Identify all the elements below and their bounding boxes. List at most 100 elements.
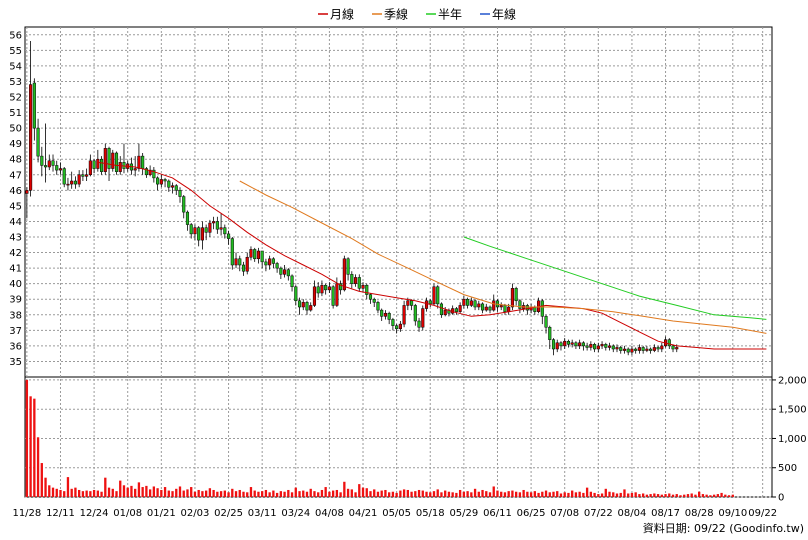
candle-body-up [510,288,514,308]
candle-body-down [611,345,615,350]
volume-bar [533,491,536,497]
volume-bar [257,491,260,497]
candle [152,167,156,183]
volume-bar [694,494,697,497]
candle-body-down [548,326,552,340]
volume-bar [167,490,170,497]
candle [488,305,492,314]
volume-bar [115,491,118,497]
candle [454,307,458,315]
volume-bar [630,492,634,497]
candle [585,342,589,351]
candle [297,297,302,315]
candle [290,274,294,292]
candle-body-down [372,298,376,303]
candle-body-down [238,258,242,266]
price-tick-label: 54 [9,61,22,72]
volume-bar [526,491,529,497]
date-tick-label: 08/17 [651,508,680,519]
date-tick-label: 05/29 [449,508,478,519]
volume-bar [537,492,540,497]
candle-body-down [544,316,548,328]
volume-bar [619,492,622,497]
ma-line-半年 [463,236,767,320]
candle-body-up [70,180,74,185]
candle-body-up [249,249,253,258]
price-tick-label: 41 [9,264,22,275]
candle [335,277,339,307]
candle-body-down [380,309,384,317]
legend-item: 年線 [480,7,516,22]
volume-bar [623,489,626,497]
date-tick-label: 03/11 [248,508,277,519]
candle [208,219,212,237]
candle [499,302,503,311]
candle [365,283,369,300]
candle [133,156,137,177]
volume-bar [511,490,514,497]
candle-body-down [271,258,275,264]
candle [443,307,447,317]
candle-body-down [387,312,391,320]
volume-bar [500,491,503,497]
candle-body-up [596,345,600,350]
volume-bar [567,492,570,497]
volume-bar [466,491,469,497]
candle [600,341,604,349]
candle [309,302,313,312]
candle [40,146,44,177]
volume-bar [391,491,395,497]
candle [73,176,77,189]
volume-bar [727,495,731,497]
price-tick-label: 37 [9,326,22,337]
volume-bar [388,492,391,497]
volume-bar [492,486,495,497]
candle-body-down [514,288,518,302]
candle [432,283,436,306]
volume-bar [298,491,301,497]
candle-body-up [402,305,406,325]
volume-bar [305,491,309,497]
candle-body-up [443,309,447,316]
volume-bar [339,492,342,497]
volume-bar [331,490,335,497]
volume-bar [410,491,413,497]
volume-bar [107,487,111,497]
candle-body-up [245,256,249,272]
volume-bar [518,492,522,497]
candle [36,118,40,163]
candle [480,302,485,314]
volume-bar [201,491,204,497]
volume-bar [683,494,686,497]
candle-body-up [660,345,664,350]
volume-bar [660,494,663,497]
volume-bar [395,492,398,497]
candle-body-down [73,180,77,185]
candle [466,297,470,309]
volume-bar [249,487,253,497]
candle [204,224,208,241]
candle-body-down [215,221,219,230]
candle [357,274,361,292]
price-tick-label: 43 [9,233,22,244]
candle [51,154,55,172]
volume-bar [111,488,114,497]
volume-bar [122,485,126,497]
candle-body-up [507,306,511,312]
candle-body-down [294,286,298,302]
candle-body-up [312,286,317,306]
candle [563,338,567,349]
volume-bar [709,495,712,497]
price-tick-label: 50 [9,124,22,135]
price-tick-label: 53 [9,77,22,88]
volume-bar [175,488,178,497]
volume-bar [242,491,245,497]
volume-bar [552,491,555,497]
volume-bar [85,490,88,497]
volume-bar [593,492,596,497]
candle [137,143,141,172]
volume-tick-label: 1,500 [778,405,807,416]
candle-body-down [641,347,645,351]
candle-body-down [357,277,361,289]
moving-average-lines [97,161,767,350]
